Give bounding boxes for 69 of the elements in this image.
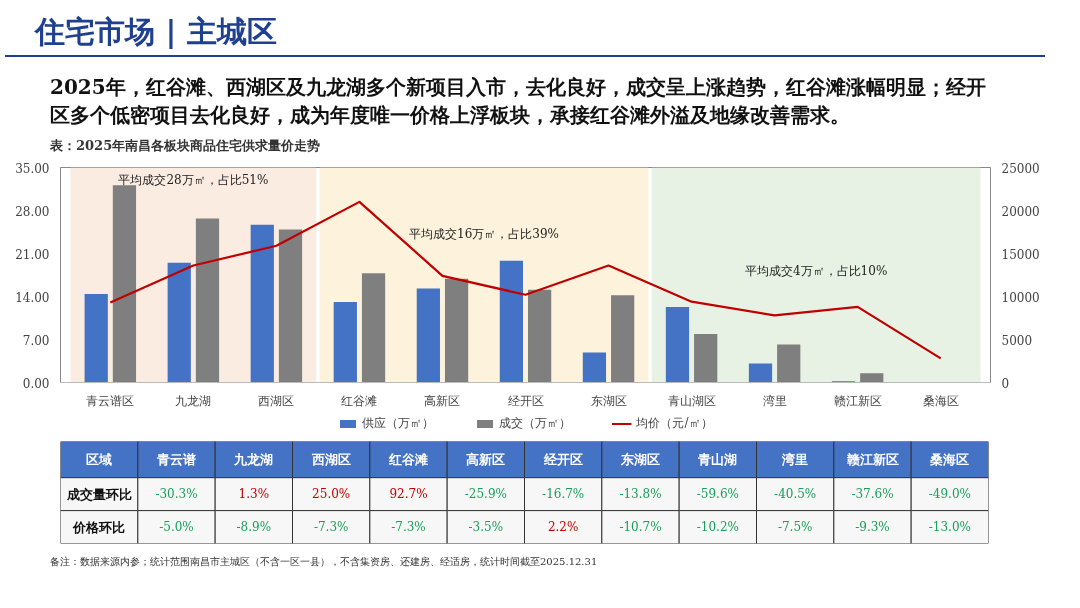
text: 表：2025年南昌各板块商品住宅供求量价走势 <box>50 137 321 155</box>
data-label: -7.3% <box>313 520 349 535</box>
data-label: -7.5% <box>777 520 813 535</box>
x-tick-label: 高新区 <box>466 452 506 468</box>
x-tick-label: 经开区 <box>542 452 583 468</box>
x-tick-label: 东湖区 <box>590 393 627 408</box>
x-tick-label: 桑海区 <box>929 452 970 468</box>
text: 备注：数据来源内参；统计范围南昌市主城区（不含一区一县），不含集资房、还建房、经适房，统计时间截至2025.12.31 <box>50 555 598 569</box>
data-label: -25.9% <box>464 487 507 502</box>
band-label: 平均成交28万㎡，占比51% <box>118 173 269 188</box>
data-label: -9.3% <box>855 520 890 535</box>
band-label: 平均成交16万㎡，占比39% <box>409 227 559 242</box>
x-tick-label: 东湖区 <box>620 452 660 468</box>
x-tick-label: 青云谱区 <box>86 393 135 408</box>
x-tick-label: 经开区 <box>507 393 544 408</box>
x-tick-label: 青山湖 <box>697 452 738 468</box>
y-tick-label: 成交量环比 <box>65 486 132 502</box>
y-tick-label: 21.00 <box>15 247 50 262</box>
data-label: 1.3% <box>238 487 270 502</box>
y2-tick-label: 5000 <box>1001 333 1033 348</box>
x-tick-label: 红谷滩 <box>388 452 428 468</box>
x-tick-label: 青山湖区 <box>667 393 716 408</box>
data-label: -7.3% <box>391 520 426 535</box>
data-label: -40.5% <box>774 487 817 502</box>
data-label: -49.0% <box>928 487 971 502</box>
x-tick-label: 九龙湖 <box>175 393 212 408</box>
data-label: -30.3% <box>155 487 198 502</box>
data-label: 2.2% <box>547 520 579 535</box>
data-label: -5.0% <box>159 520 194 535</box>
y-tick-label: 7.00 <box>22 333 50 348</box>
data-label: -59.6% <box>696 487 739 502</box>
data-label: -3.5% <box>468 520 504 535</box>
chart-title: 住宅市场 | 主城区 <box>35 13 277 51</box>
legend-label: 供应（万㎡） <box>362 414 435 432</box>
y2-tick-label: 0 <box>1001 376 1010 391</box>
x-tick-label: 西湖区 <box>310 452 351 468</box>
y-tick-label: 价格环比 <box>72 519 126 535</box>
data-label: -16.7% <box>542 487 585 502</box>
data-label: -13.0% <box>928 520 971 535</box>
x-tick-label: 湾里 <box>781 452 809 468</box>
y2-tick-label: 15000 <box>1001 247 1040 262</box>
x-tick-label: 桑海区 <box>922 393 959 408</box>
y-tick-label: 14.00 <box>15 290 50 305</box>
x-tick-label: 红谷滩 <box>341 393 378 408</box>
x-tick-label: 青云谱 <box>156 452 196 468</box>
y-tick-label: 0.00 <box>22 376 50 391</box>
chart-subtitle: 2025年，红谷滩、西湖区及九龙湖多个新项目入市，去化良好，成交呈上涨趋势，红谷滩涨幅明显；经开区多个低密项目去化良好，成为年度唯一价格上浮板块，承接红谷滩外溢及地缘改善需求。 <box>50 74 987 129</box>
data-label: -13.8% <box>619 487 662 502</box>
data-label: 25.0% <box>312 487 351 502</box>
data-label: -10.7% <box>619 520 662 535</box>
x-tick-label: 九龙湖 <box>233 452 274 468</box>
y2-tick-label: 10000 <box>1001 290 1040 305</box>
legend-label: 成交（万㎡） <box>499 414 572 432</box>
data-label: -10.2% <box>696 520 739 535</box>
data-label: -37.6% <box>851 487 894 502</box>
data-label: 92.7% <box>389 487 428 502</box>
y-axis-title: 区域 <box>86 452 113 468</box>
y2-tick-label: 20000 <box>1001 204 1040 219</box>
x-tick-label: 高新区 <box>424 393 461 408</box>
x-tick-label: 西湖区 <box>258 393 295 408</box>
y-tick-label: 28.00 <box>15 204 50 219</box>
legend-label: 均价（元/㎡） <box>636 414 713 432</box>
data-label: -8.9% <box>236 520 272 535</box>
y2-tick-label: 25000 <box>1001 161 1040 176</box>
band-label: 平均成交4万㎡，占比10% <box>744 263 888 278</box>
y-tick-label: 35.00 <box>15 161 50 176</box>
x-tick-label: 赣江新区 <box>833 393 882 408</box>
x-tick-label: 湾里 <box>762 393 787 408</box>
x-tick-label: 赣江新区 <box>845 452 899 468</box>
